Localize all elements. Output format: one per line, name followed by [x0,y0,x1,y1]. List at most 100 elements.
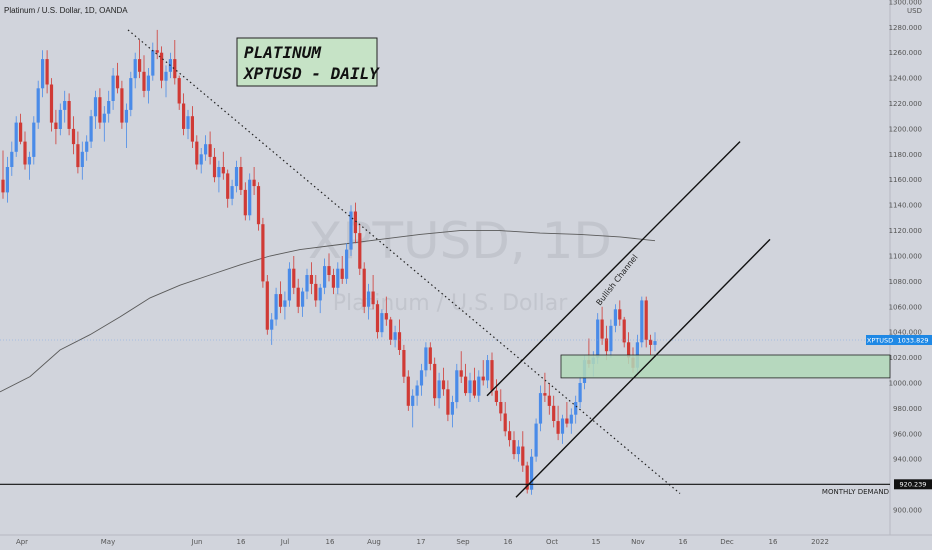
candle[interactable] [226,169,230,208]
candle[interactable] [486,355,490,389]
candle[interactable] [190,106,194,148]
candle[interactable] [98,88,102,129]
moving-average-line[interactable] [0,230,656,393]
candle[interactable] [133,52,137,89]
candle[interactable] [120,80,124,129]
candle[interactable] [10,141,14,176]
candle[interactable] [256,182,261,231]
candle[interactable] [578,376,582,409]
candle[interactable] [19,113,23,145]
candle[interactable] [508,421,512,447]
candle[interactable] [301,287,305,317]
candle[interactable] [177,75,181,110]
candle[interactable] [613,304,617,333]
candle[interactable] [49,78,54,132]
candle[interactable] [464,363,468,396]
candle[interactable] [411,389,415,428]
candle[interactable] [138,40,142,79]
candle[interactable] [212,148,217,183]
candle[interactable] [419,363,424,396]
candle[interactable] [151,42,155,81]
candle[interactable] [560,414,565,444]
candle[interactable] [490,352,494,396]
candle[interactable] [93,90,98,129]
candle[interactable] [318,283,322,314]
candle[interactable] [477,370,481,402]
candle[interactable] [208,131,212,165]
candle[interactable] [538,385,543,432]
candle[interactable] [644,296,648,348]
candle[interactable] [393,325,397,348]
candle[interactable] [41,50,45,98]
candle[interactable] [124,103,128,149]
candle[interactable] [195,135,199,170]
candle[interactable] [164,65,168,98]
candle[interactable] [85,135,89,161]
candle[interactable] [516,440,520,462]
candle[interactable] [547,383,551,415]
candle[interactable] [14,116,18,157]
candle[interactable] [622,316,626,348]
candle[interactable] [503,402,507,437]
candle[interactable] [468,372,472,402]
candle[interactable] [604,325,609,361]
candle[interactable] [199,148,203,174]
candle[interactable] [54,109,58,145]
candle[interactable] [102,106,106,142]
candle[interactable] [173,40,177,85]
candle[interactable] [292,256,296,295]
candle[interactable] [336,262,340,295]
candle[interactable] [481,360,485,386]
candle[interactable] [270,313,274,345]
candle[interactable] [371,275,375,310]
candle[interactable] [252,167,256,195]
channel-lower-line[interactable] [515,238,771,498]
candle[interactable] [525,461,529,494]
candle[interactable] [406,370,410,411]
annotation-box[interactable]: PLATINUM XPTUSD - DAILY [236,37,380,87]
channel-upper-line[interactable] [486,141,741,397]
candle[interactable] [455,363,459,409]
demand-zone[interactable] [560,354,891,379]
candle[interactable] [5,156,9,203]
candle[interactable] [402,344,406,383]
candle[interactable] [618,300,622,326]
candle[interactable] [67,93,71,136]
candle[interactable] [323,258,327,295]
candle[interactable] [349,205,353,256]
candle[interactable] [296,278,300,314]
candle[interactable] [494,379,498,406]
candle[interactable] [649,334,653,355]
candle[interactable] [230,179,234,206]
candle[interactable] [552,395,556,428]
candle[interactable] [45,50,49,94]
candle[interactable] [653,332,657,352]
candle[interactable] [305,268,309,300]
candle[interactable] [345,243,349,284]
candle[interactable] [239,156,243,195]
candle[interactable] [146,68,150,104]
candle[interactable] [353,202,357,244]
candle[interactable] [428,342,432,371]
candle[interactable] [415,380,419,406]
candle[interactable] [204,135,208,161]
candle[interactable] [331,268,335,295]
candle[interactable] [58,103,62,136]
candle[interactable] [437,372,441,409]
candle[interactable] [23,131,27,170]
candle[interactable] [221,151,225,180]
candle[interactable] [327,253,331,282]
candle[interactable] [89,109,93,148]
candle[interactable] [521,431,525,472]
candle[interactable] [129,71,133,117]
candle[interactable] [32,116,36,165]
candle[interactable] [640,296,644,348]
candle[interactable] [115,62,120,94]
candle[interactable] [358,224,362,275]
candle[interactable] [380,309,384,338]
candle[interactable] [71,116,76,155]
candle[interactable] [1,150,5,199]
candle[interactable] [160,46,164,89]
candle[interactable] [569,408,573,434]
candle[interactable] [243,182,247,221]
